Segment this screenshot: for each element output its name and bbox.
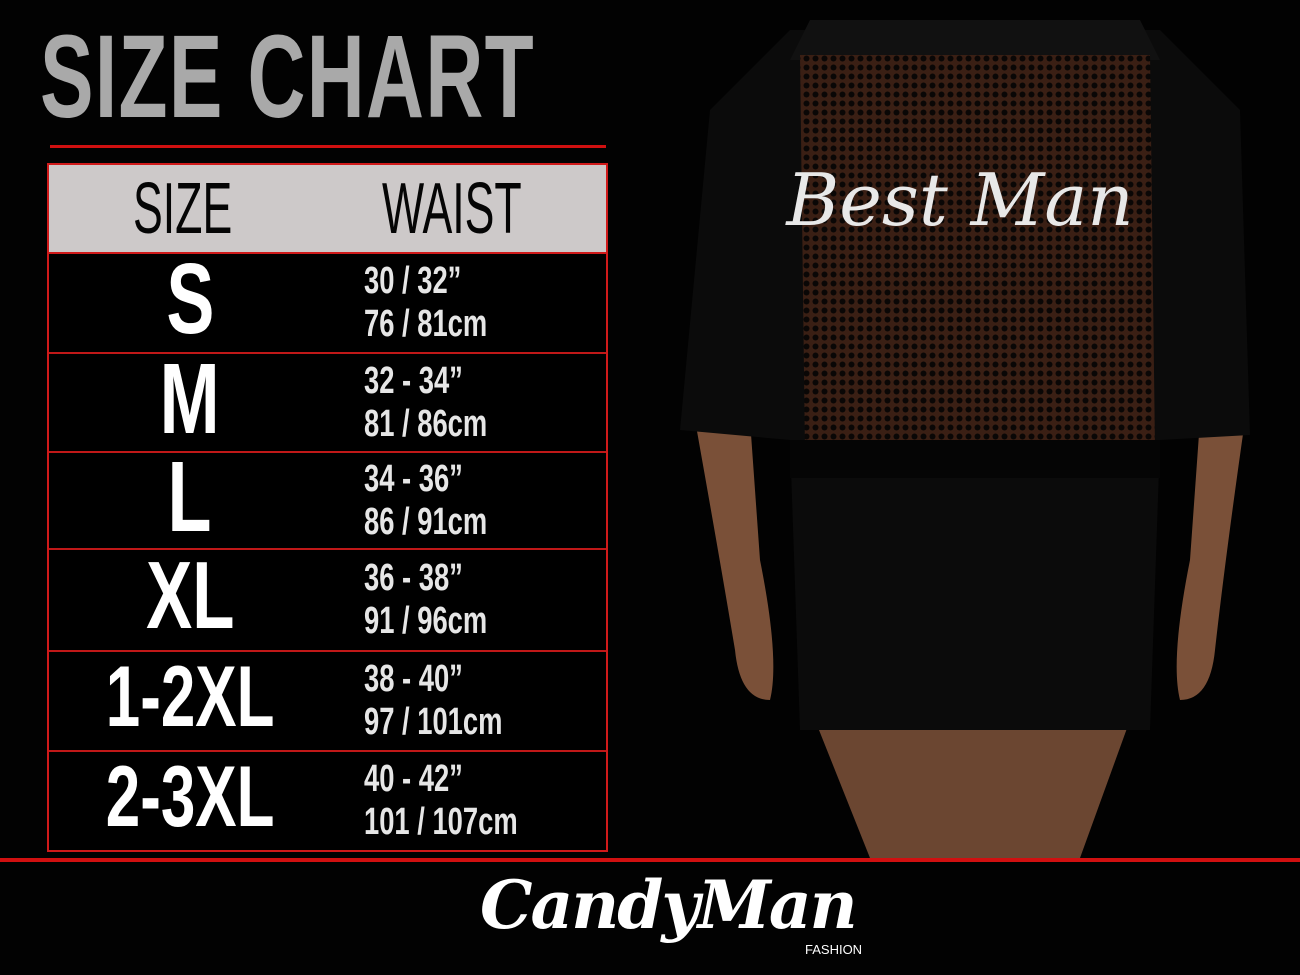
brand-subtitle: FASHION (805, 942, 863, 957)
waist-cm: 81 / 86cm (364, 402, 488, 445)
table-row: 2-3XL 40 - 42” 101 / 107cm (49, 752, 606, 850)
waist-cm: 101 / 107cm (364, 801, 518, 843)
footer-divider (0, 858, 1300, 862)
size-label: 1-2XL (49, 654, 331, 740)
size-text: XL (145, 542, 235, 649)
waist-cm: 86 / 91cm (364, 500, 488, 543)
waist-inches: 34 - 36” (364, 457, 463, 500)
waist-inches: 38 - 40” (364, 658, 463, 700)
size-text: 2-3XL (105, 749, 275, 845)
title-divider (50, 145, 606, 148)
waist-value: 38 - 40” 97 / 101cm (364, 658, 556, 744)
header-size: SIZE (133, 169, 233, 249)
waist-value: 34 - 36” 86 / 91cm (364, 458, 535, 544)
title-text: SIZE CHART (40, 11, 536, 143)
size-text: S (165, 243, 215, 355)
brand-name: CandyMan (480, 866, 858, 944)
waist-inches: 30 / 32” (364, 260, 462, 302)
product-photo: Best Man (680, 20, 1250, 858)
size-label: XL (49, 548, 331, 644)
waist-cm: 97 / 101cm (364, 701, 503, 743)
waist-value: 30 / 32” 76 / 81cm (364, 260, 535, 346)
waist-cm: 91 / 96cm (364, 600, 488, 642)
table-header: SIZE WAIST (49, 165, 606, 254)
size-table: SIZE WAIST S 30 / 32” 76 / 81cm M 32 - 3… (47, 163, 608, 852)
waist-value: 36 - 38” 91 / 96cm (364, 557, 535, 643)
size-label: M (49, 349, 331, 449)
size-label: 2-3XL (49, 754, 331, 840)
table-row: 1-2XL 38 - 40” 97 / 101cm (49, 652, 606, 752)
size-label: L (49, 447, 331, 547)
size-label: S (49, 249, 331, 349)
size-text: 1-2XL (105, 649, 275, 745)
size-text: L (168, 440, 212, 553)
brand-logo: CandyMan FASHION (470, 866, 862, 966)
page-title: SIZE CHART (40, 11, 768, 143)
table-row: L 34 - 36” 86 / 91cm (49, 447, 606, 550)
header-waist: WAIST (382, 169, 522, 249)
table-row: XL 36 - 38” 91 / 96cm (49, 548, 606, 652)
waist-cm: 76 / 81cm (364, 303, 488, 345)
waist-inches: 40 - 42” (364, 758, 463, 800)
waist-inches: 36 - 38” (364, 557, 463, 599)
back-print-text: Best Man (784, 158, 1133, 242)
waist-value: 32 - 34” 81 / 86cm (364, 360, 535, 446)
size-text: M (160, 342, 220, 455)
waist-value: 40 - 42” 101 / 107cm (364, 758, 577, 844)
table-row: M 32 - 34” 81 / 86cm (49, 349, 606, 453)
waist-inches: 32 - 34” (364, 359, 463, 402)
table-row: S 30 / 32” 76 / 81cm (49, 249, 606, 354)
